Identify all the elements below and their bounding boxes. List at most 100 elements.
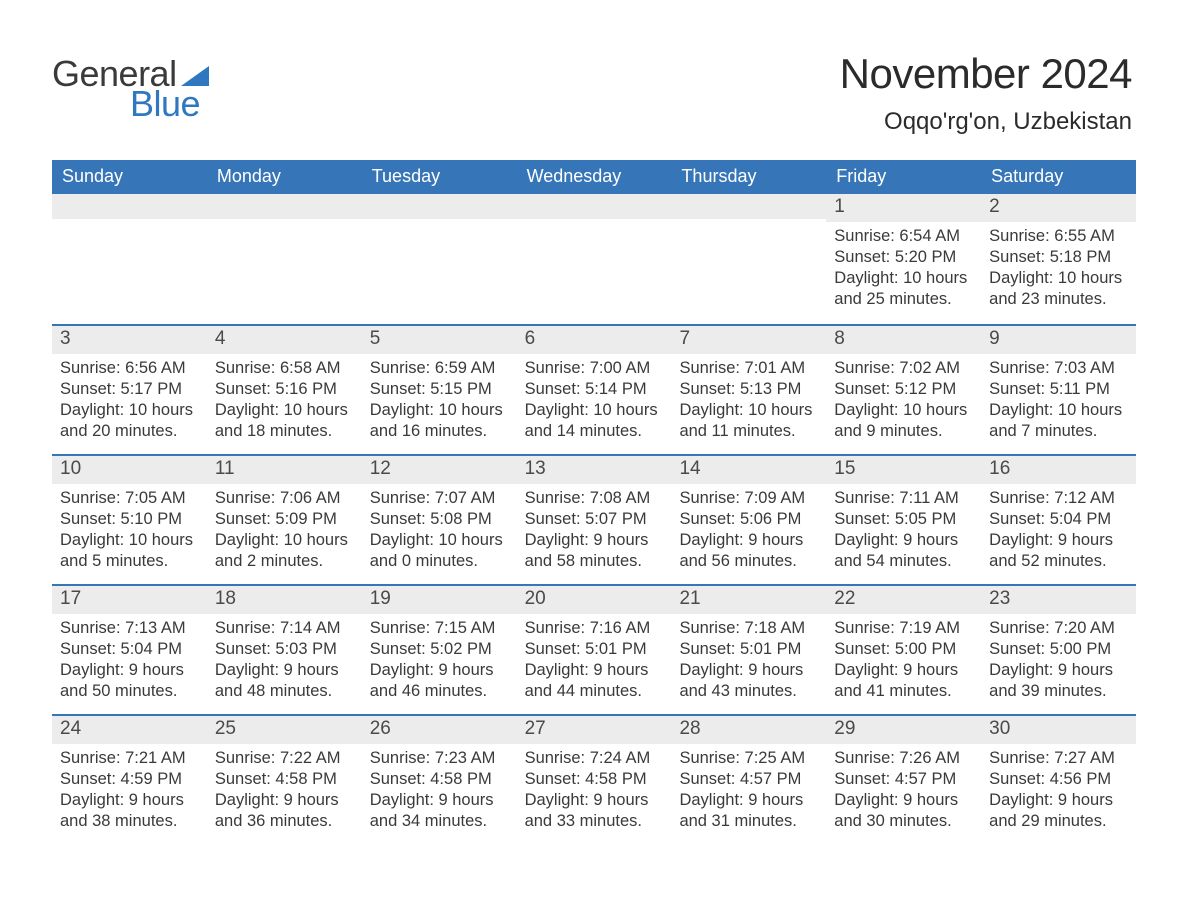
sunrise-line: Sunrise: 6:55 AM bbox=[989, 226, 1128, 247]
week-row: 17Sunrise: 7:13 AMSunset: 5:04 PMDayligh… bbox=[52, 584, 1136, 714]
sunrise-line: Sunrise: 7:26 AM bbox=[834, 748, 973, 769]
day-body: Sunrise: 7:06 AMSunset: 5:09 PMDaylight:… bbox=[207, 484, 362, 578]
day-cell bbox=[52, 194, 207, 324]
sunset-line: Sunset: 5:15 PM bbox=[370, 379, 509, 400]
sunrise-line: Sunrise: 7:05 AM bbox=[60, 488, 199, 509]
day-cell bbox=[207, 194, 362, 324]
sunset-line: Sunset: 5:04 PM bbox=[989, 509, 1128, 530]
day-body: Sunrise: 6:54 AMSunset: 5:20 PMDaylight:… bbox=[826, 222, 981, 316]
day-number: 27 bbox=[517, 716, 672, 744]
daylight-line: Daylight: 10 hours and 20 minutes. bbox=[60, 400, 199, 442]
brand-logo: General Blue bbox=[52, 56, 209, 122]
day-cell: 12Sunrise: 7:07 AMSunset: 5:08 PMDayligh… bbox=[362, 456, 517, 584]
day-cell: 4Sunrise: 6:58 AMSunset: 5:16 PMDaylight… bbox=[207, 326, 362, 454]
day-number bbox=[671, 194, 826, 219]
day-cell: 30Sunrise: 7:27 AMSunset: 4:56 PMDayligh… bbox=[981, 716, 1136, 844]
week-row: 3Sunrise: 6:56 AMSunset: 5:17 PMDaylight… bbox=[52, 324, 1136, 454]
sunset-line: Sunset: 5:11 PM bbox=[989, 379, 1128, 400]
sunrise-line: Sunrise: 7:14 AM bbox=[215, 618, 354, 639]
weeks-container: 1Sunrise: 6:54 AMSunset: 5:20 PMDaylight… bbox=[52, 194, 1136, 844]
sunrise-line: Sunrise: 7:01 AM bbox=[679, 358, 818, 379]
day-body: Sunrise: 7:01 AMSunset: 5:13 PMDaylight:… bbox=[671, 354, 826, 448]
sunrise-line: Sunrise: 7:07 AM bbox=[370, 488, 509, 509]
daylight-line: Daylight: 9 hours and 52 minutes. bbox=[989, 530, 1128, 572]
day-body: Sunrise: 7:25 AMSunset: 4:57 PMDaylight:… bbox=[671, 744, 826, 838]
sunrise-line: Sunrise: 7:11 AM bbox=[834, 488, 973, 509]
sunset-line: Sunset: 5:01 PM bbox=[525, 639, 664, 660]
sunset-line: Sunset: 4:56 PM bbox=[989, 769, 1128, 790]
day-number: 23 bbox=[981, 586, 1136, 614]
day-cell: 22Sunrise: 7:19 AMSunset: 5:00 PMDayligh… bbox=[826, 586, 981, 714]
daylight-line: Daylight: 9 hours and 54 minutes. bbox=[834, 530, 973, 572]
day-cell: 23Sunrise: 7:20 AMSunset: 5:00 PMDayligh… bbox=[981, 586, 1136, 714]
day-body: Sunrise: 7:12 AMSunset: 5:04 PMDaylight:… bbox=[981, 484, 1136, 578]
sunset-line: Sunset: 5:10 PM bbox=[60, 509, 199, 530]
calendar-grid: SundayMondayTuesdayWednesdayThursdayFrid… bbox=[52, 160, 1136, 844]
dow-cell: Sunday bbox=[52, 160, 207, 194]
day-number: 8 bbox=[826, 326, 981, 354]
day-body: Sunrise: 6:55 AMSunset: 5:18 PMDaylight:… bbox=[981, 222, 1136, 316]
sunrise-line: Sunrise: 7:24 AM bbox=[525, 748, 664, 769]
day-body: Sunrise: 7:22 AMSunset: 4:58 PMDaylight:… bbox=[207, 744, 362, 838]
day-cell bbox=[362, 194, 517, 324]
day-body: Sunrise: 7:02 AMSunset: 5:12 PMDaylight:… bbox=[826, 354, 981, 448]
day-cell: 15Sunrise: 7:11 AMSunset: 5:05 PMDayligh… bbox=[826, 456, 981, 584]
day-cell: 5Sunrise: 6:59 AMSunset: 5:15 PMDaylight… bbox=[362, 326, 517, 454]
day-cell: 2Sunrise: 6:55 AMSunset: 5:18 PMDaylight… bbox=[981, 194, 1136, 324]
sunrise-line: Sunrise: 7:21 AM bbox=[60, 748, 199, 769]
sunrise-line: Sunrise: 7:23 AM bbox=[370, 748, 509, 769]
daylight-line: Daylight: 10 hours and 9 minutes. bbox=[834, 400, 973, 442]
daylight-line: Daylight: 9 hours and 46 minutes. bbox=[370, 660, 509, 702]
sunset-line: Sunset: 5:20 PM bbox=[834, 247, 973, 268]
sunrise-line: Sunrise: 7:22 AM bbox=[215, 748, 354, 769]
day-number: 14 bbox=[671, 456, 826, 484]
sunrise-line: Sunrise: 7:12 AM bbox=[989, 488, 1128, 509]
day-cell bbox=[671, 194, 826, 324]
daylight-line: Daylight: 9 hours and 41 minutes. bbox=[834, 660, 973, 702]
day-number: 16 bbox=[981, 456, 1136, 484]
day-body: Sunrise: 7:07 AMSunset: 5:08 PMDaylight:… bbox=[362, 484, 517, 578]
daylight-line: Daylight: 9 hours and 56 minutes. bbox=[679, 530, 818, 572]
sunset-line: Sunset: 5:13 PM bbox=[679, 379, 818, 400]
sunset-line: Sunset: 4:59 PM bbox=[60, 769, 199, 790]
day-cell: 18Sunrise: 7:14 AMSunset: 5:03 PMDayligh… bbox=[207, 586, 362, 714]
day-cell: 19Sunrise: 7:15 AMSunset: 5:02 PMDayligh… bbox=[362, 586, 517, 714]
day-body: Sunrise: 7:00 AMSunset: 5:14 PMDaylight:… bbox=[517, 354, 672, 448]
sunset-line: Sunset: 5:08 PM bbox=[370, 509, 509, 530]
day-number: 2 bbox=[981, 194, 1136, 222]
day-number: 15 bbox=[826, 456, 981, 484]
day-number: 11 bbox=[207, 456, 362, 484]
week-row: 10Sunrise: 7:05 AMSunset: 5:10 PMDayligh… bbox=[52, 454, 1136, 584]
sunset-line: Sunset: 5:16 PM bbox=[215, 379, 354, 400]
sunrise-line: Sunrise: 7:13 AM bbox=[60, 618, 199, 639]
sunset-line: Sunset: 5:14 PM bbox=[525, 379, 664, 400]
sunset-line: Sunset: 5:04 PM bbox=[60, 639, 199, 660]
daylight-line: Daylight: 9 hours and 43 minutes. bbox=[679, 660, 818, 702]
sunrise-line: Sunrise: 6:59 AM bbox=[370, 358, 509, 379]
sunrise-line: Sunrise: 7:18 AM bbox=[679, 618, 818, 639]
day-body: Sunrise: 7:24 AMSunset: 4:58 PMDaylight:… bbox=[517, 744, 672, 838]
dow-cell: Friday bbox=[826, 160, 981, 194]
day-cell: 8Sunrise: 7:02 AMSunset: 5:12 PMDaylight… bbox=[826, 326, 981, 454]
sunset-line: Sunset: 5:01 PM bbox=[679, 639, 818, 660]
day-body bbox=[671, 219, 826, 229]
brand-word2: Blue bbox=[130, 86, 200, 122]
day-number bbox=[362, 194, 517, 219]
daylight-line: Daylight: 10 hours and 18 minutes. bbox=[215, 400, 354, 442]
day-cell: 11Sunrise: 7:06 AMSunset: 5:09 PMDayligh… bbox=[207, 456, 362, 584]
sunrise-line: Sunrise: 7:16 AM bbox=[525, 618, 664, 639]
sunrise-line: Sunrise: 6:54 AM bbox=[834, 226, 973, 247]
day-body: Sunrise: 7:15 AMSunset: 5:02 PMDaylight:… bbox=[362, 614, 517, 708]
day-number: 13 bbox=[517, 456, 672, 484]
day-body: Sunrise: 7:08 AMSunset: 5:07 PMDaylight:… bbox=[517, 484, 672, 578]
day-body: Sunrise: 7:21 AMSunset: 4:59 PMDaylight:… bbox=[52, 744, 207, 838]
day-body: Sunrise: 7:16 AMSunset: 5:01 PMDaylight:… bbox=[517, 614, 672, 708]
day-body: Sunrise: 6:56 AMSunset: 5:17 PMDaylight:… bbox=[52, 354, 207, 448]
day-number: 18 bbox=[207, 586, 362, 614]
daylight-line: Daylight: 10 hours and 16 minutes. bbox=[370, 400, 509, 442]
day-body bbox=[207, 219, 362, 229]
daylight-line: Daylight: 9 hours and 48 minutes. bbox=[215, 660, 354, 702]
sunrise-line: Sunrise: 7:03 AM bbox=[989, 358, 1128, 379]
sunset-line: Sunset: 5:06 PM bbox=[679, 509, 818, 530]
daylight-line: Daylight: 10 hours and 11 minutes. bbox=[679, 400, 818, 442]
